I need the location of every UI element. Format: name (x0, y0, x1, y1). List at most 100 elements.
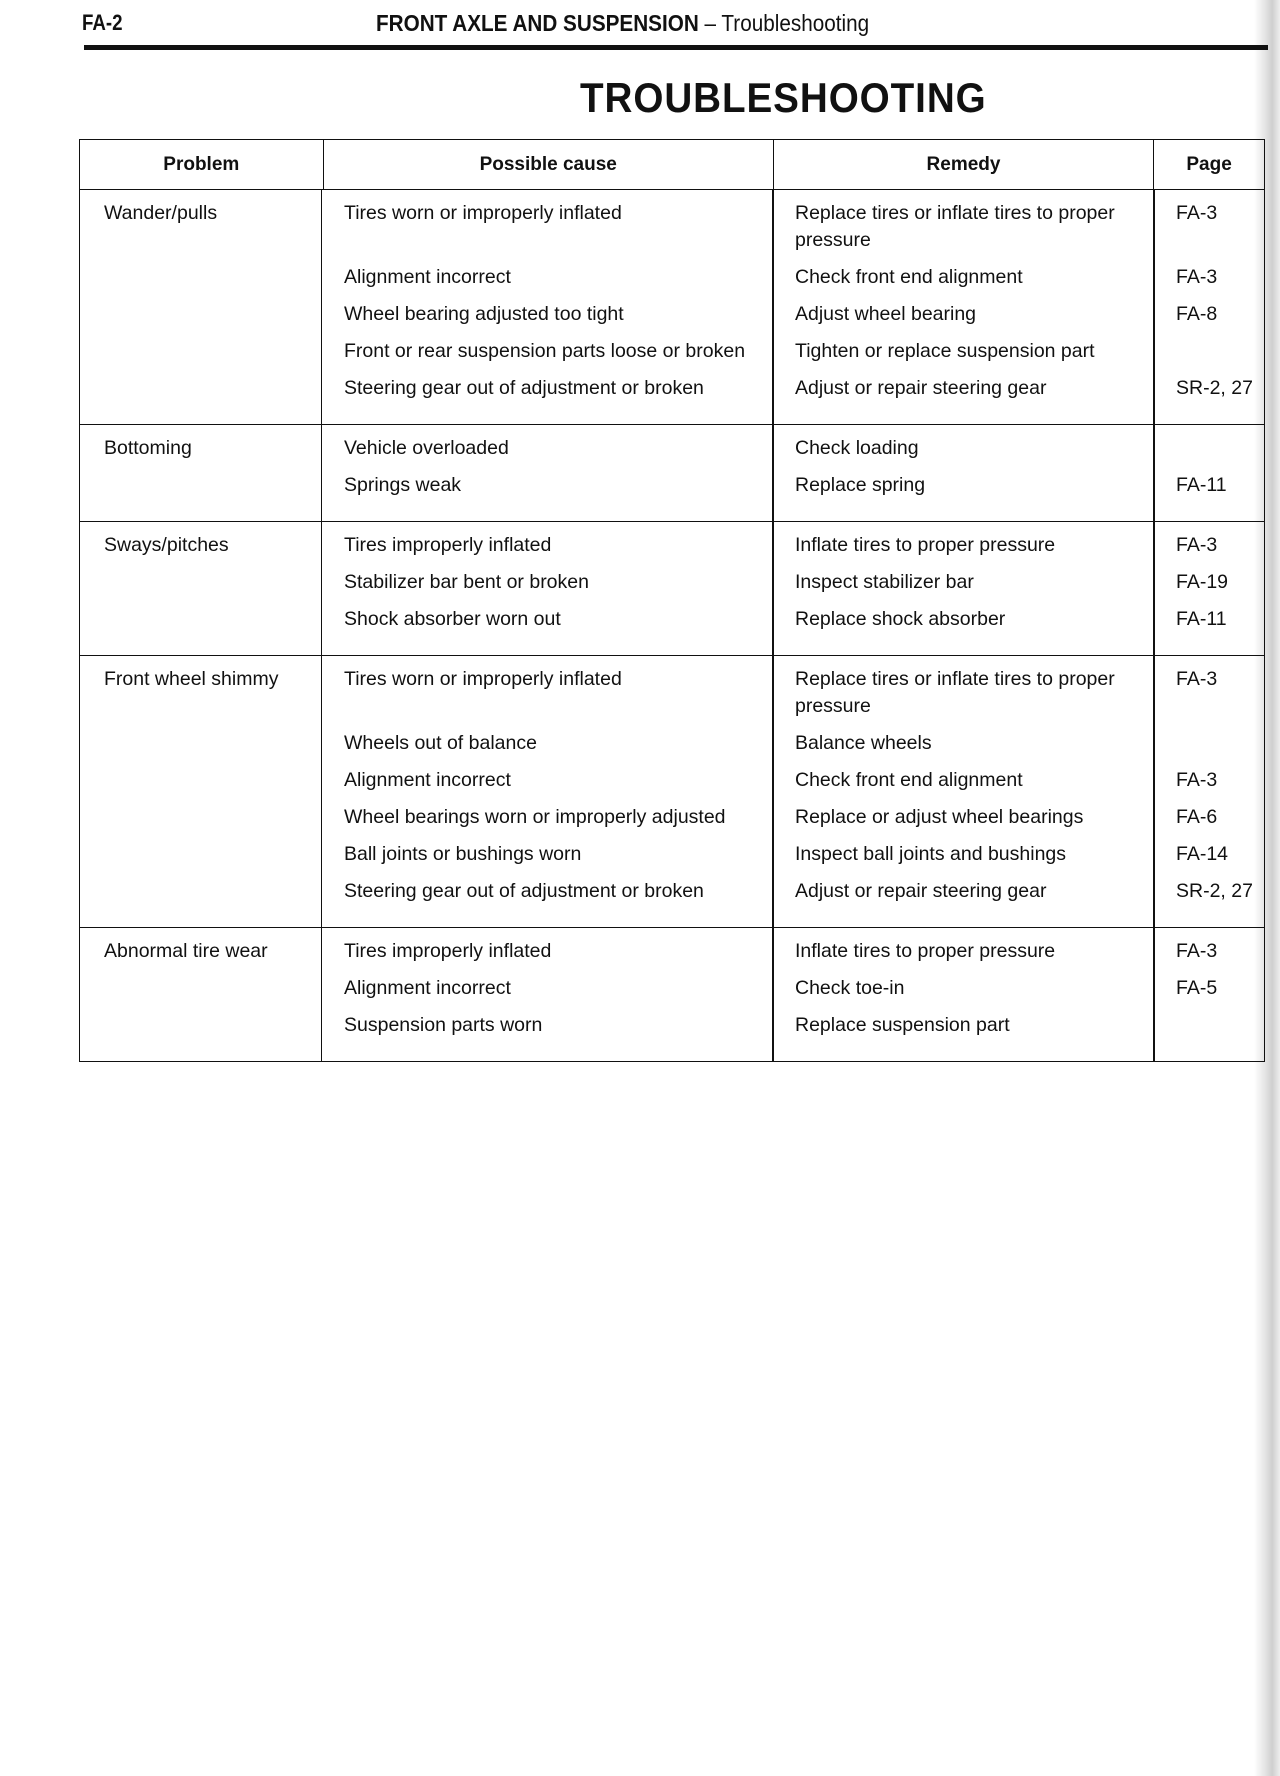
column-divider (1153, 190, 1155, 424)
page-cell: FA-3 (1176, 668, 1218, 690)
remedy-cell: Inflate tires to proper pressure (795, 534, 1056, 556)
cause-list: Tires improperly inflated Inflate tires t… (322, 522, 1264, 655)
cause-cell: Wheels out of balance (344, 732, 537, 754)
page-number: FA-2 (82, 10, 123, 35)
table-row: Wheel bearing adjusted too tight Adjust w… (322, 301, 1264, 328)
problem-cell: Bottoming (80, 425, 322, 521)
remedy-cell: Check front end alignment (795, 769, 1023, 791)
remedy-cell: Adjust or repair steering gear (795, 880, 1047, 902)
page-cell: FA-6 (1176, 806, 1218, 828)
header-rule (84, 45, 1268, 50)
table-row: Alignment incorrect Check toe-in FA-5 (322, 975, 1264, 1002)
remedy-cell: Tighten or replace suspension part (795, 340, 1095, 362)
remedy-cell: Inflate tires to proper pressure (795, 940, 1056, 962)
column-divider (1153, 656, 1155, 927)
remedy-cell: Inspect stabilizer bar (795, 571, 974, 593)
table-row: Wheels out of balance Balance wheels (322, 730, 1264, 757)
column-divider (772, 656, 774, 927)
page-cell: FA-14 (1176, 843, 1229, 865)
cause-cell: Stabilizer bar bent or broken (344, 571, 589, 593)
cause-cell: Vehicle overloaded (344, 437, 509, 459)
remedy-cell: Adjust wheel bearing (795, 303, 977, 325)
page-cell: FA-11 (1176, 608, 1227, 630)
subsection-title: Troubleshooting (721, 10, 870, 36)
page-cell (1154, 730, 1264, 757)
remedy-cell: Check front end alignment (795, 266, 1023, 288)
cause-cell: Front or rear suspension parts loose or … (344, 340, 746, 362)
page-cell: FA-3 (1176, 534, 1218, 556)
remedy-cell: Replace tires or inflate tires to proper… (795, 668, 1115, 717)
table-row: Front or rear suspension parts loose or … (322, 338, 1264, 365)
remedy-cell: Replace suspension part (795, 1014, 1010, 1036)
cause-cell: Steering gear out of adjustment or broke… (344, 880, 704, 902)
page-cell: FA-8 (1176, 303, 1218, 325)
column-divider (772, 425, 774, 521)
page-cell: FA-3 (1176, 769, 1218, 791)
cause-cell: Springs weak (344, 474, 462, 496)
page-edge-shadow (1254, 0, 1280, 1776)
table-row: Stabilizer bar bent or broken Inspect sta… (322, 569, 1264, 596)
table-row: Tires worn or improperly inflated Replace… (322, 666, 1264, 720)
problem-group: Wander/pulls Tires worn or improperly inf… (80, 190, 1264, 425)
table-row: Steering gear out of adjustment or broke… (322, 878, 1264, 905)
table-row: Springs weak Replace spring FA-11 (322, 472, 1264, 499)
column-divider (772, 522, 774, 655)
table-row: Tires improperly inflated Inflate tires t… (322, 532, 1264, 559)
running-header: FRONT AXLE AND SUSPENSION – Troubleshoot… (376, 10, 870, 36)
column-divider (772, 190, 774, 424)
page-cell (1154, 435, 1264, 462)
cause-cell: Tires improperly inflated (344, 534, 552, 556)
cause-cell: Suspension parts worn (344, 1014, 543, 1036)
remedy-cell: Replace spring (795, 474, 926, 496)
cause-cell: Tires worn or improperly inflated (344, 202, 622, 224)
troubleshooting-table: Problem Possible cause Remedy Page Wande… (79, 139, 1265, 1062)
cause-cell: Tires worn or improperly inflated (344, 668, 622, 690)
page-cell: SR-2, 27 (1176, 880, 1253, 902)
remedy-cell: Replace or adjust wheel bearings (795, 806, 1084, 828)
problem-group: Abnormal tire wear Tires improperly infla… (80, 928, 1264, 1061)
table-row: Ball joints or bushings worn Inspect ball… (322, 841, 1264, 868)
problem-cell: Sways/pitches (80, 522, 322, 655)
remedy-cell: Check loading (795, 437, 919, 459)
page-title: TROUBLESHOOTING (580, 74, 987, 121)
table-row: Wheel bearings worn or improperly adjust… (322, 804, 1264, 831)
cause-list: Tires improperly inflated Inflate tires t… (322, 928, 1264, 1061)
cause-cell: Shock absorber worn out (344, 608, 561, 630)
section-title: FRONT AXLE AND SUSPENSION (376, 10, 699, 36)
table-row: Tires worn or improperly inflated Replace… (322, 200, 1264, 254)
cause-list: Tires worn or improperly inflated Replace… (322, 190, 1264, 424)
remedy-cell: Replace shock absorber (795, 608, 1006, 630)
column-divider (1153, 522, 1155, 655)
cause-cell: Alignment incorrect (344, 769, 511, 791)
page-cell: FA-3 (1176, 266, 1218, 288)
table-row: Suspension parts worn Replace suspension … (322, 1012, 1264, 1039)
cause-cell: Alignment incorrect (344, 977, 511, 999)
problem-group: Sways/pitches Tires improperly inflated In… (80, 522, 1264, 656)
table-header: Problem Possible cause Remedy Page (80, 140, 1264, 190)
table-row: Shock absorber worn out Replace shock abs… (322, 606, 1264, 633)
cause-cell: Steering gear out of adjustment or broke… (344, 377, 704, 399)
page-cell: FA-11 (1176, 474, 1227, 496)
page-cell: SR-2, 27 (1176, 377, 1253, 399)
table-row: Alignment incorrect Check front end align… (322, 767, 1264, 794)
problem-cell: Abnormal tire wear (80, 928, 322, 1061)
remedy-cell: Replace tires or inflate tires to proper… (795, 202, 1115, 251)
remedy-cell: Check toe-in (795, 977, 905, 999)
table-row: Steering gear out of adjustment or broke… (322, 375, 1264, 402)
col-header-problem: Problem (80, 140, 324, 189)
problem-group: Front wheel shimmy Tires worn or improper… (80, 656, 1264, 928)
page-cell (1154, 338, 1264, 365)
cause-list: Tires worn or improperly inflated Replace… (322, 656, 1264, 927)
page-cell: FA-5 (1176, 977, 1218, 999)
cause-cell: Tires improperly inflated (344, 940, 552, 962)
remedy-cell: Adjust or repair steering gear (795, 377, 1047, 399)
remedy-cell: Inspect ball joints and bushings (795, 843, 1067, 865)
problem-cell: Front wheel shimmy (80, 656, 322, 927)
col-header-remedy: Remedy (774, 140, 1155, 189)
cause-cell: Wheel bearings worn or improperly adjust… (344, 806, 726, 828)
page-cell: FA-3 (1176, 940, 1218, 962)
page-cell (1154, 1012, 1264, 1039)
column-divider (1153, 928, 1155, 1061)
column-divider (1153, 425, 1155, 521)
page-cell: FA-19 (1176, 571, 1229, 593)
